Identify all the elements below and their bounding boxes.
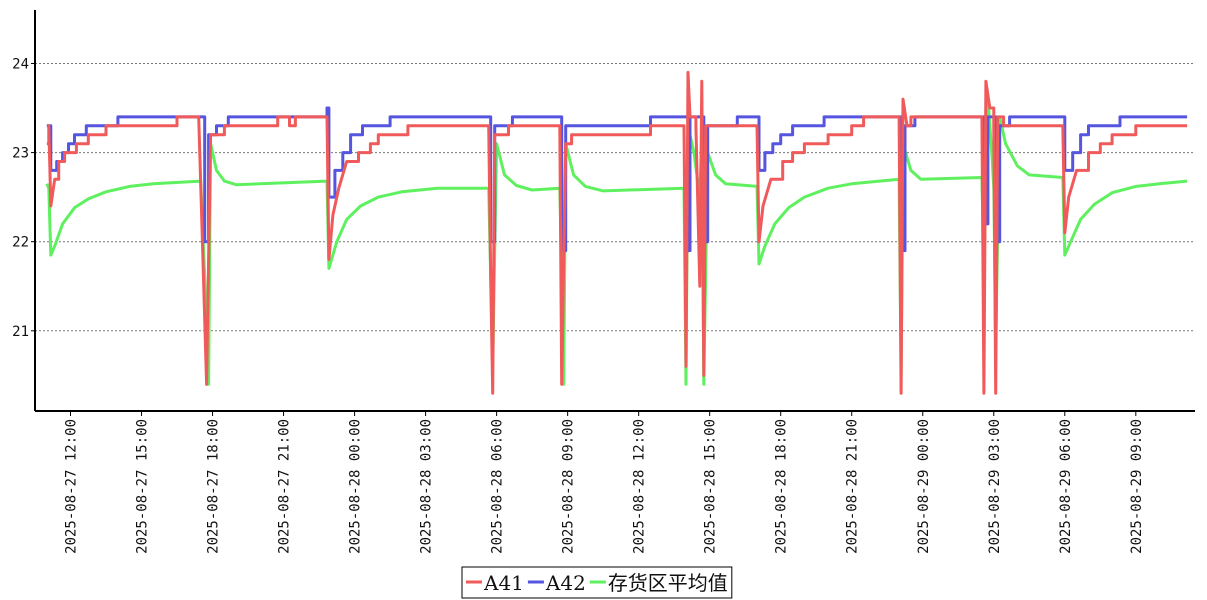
legend: A41 A42 存货区平均值 [461,566,733,599]
x-tick-label: 2025-08-29 03:00 [987,419,1003,554]
series-line-A41 [46,70,1188,395]
series-line-A42 [46,106,1188,253]
x-tick-label: 2025-08-29 00:00 [916,419,932,554]
series-lines [45,70,1188,395]
y-tick-label: 22 [12,235,29,251]
x-tick-label: 2025-08-27 18:00 [206,419,222,554]
x-tick-label: 2025-08-28 00:00 [348,419,364,554]
y-tick-label: 23 [12,146,29,162]
x-tick-label: 2025-08-29 06:00 [1058,419,1074,554]
legend-label: A41 [483,571,524,595]
legend-label: A42 [545,571,586,595]
x-tick-label: 2025-08-28 12:00 [632,419,648,554]
x-tick-label: 2025-08-28 03:00 [419,419,435,554]
x-tick-label: 2025-08-27 15:00 [135,419,151,554]
x-tick-label: 2025-08-28 21:00 [845,419,861,554]
y-tick-label: 24 [12,56,29,72]
x-tick-label: 2025-08-28 09:00 [561,419,577,554]
x-tick-label: 2025-08-27 21:00 [277,419,293,554]
x-tick-labels: 2025-08-27 12:00 2025-08-27 15:00 2025-08-… [64,411,1145,554]
x-tick-label: 2025-08-29 09:00 [1129,419,1145,554]
y-tick-labels: 21 22 23 24 [12,56,35,340]
x-tick-label: 2025-08-28 06:00 [490,419,506,554]
legend-label: 存货区平均值 [608,571,728,595]
y-tick-label: 21 [12,324,29,340]
x-tick-label: 2025-08-27 12:00 [64,419,80,554]
x-tick-label: 2025-08-28 18:00 [774,419,790,554]
y-gridlines [35,62,1195,332]
x-tick-label: 2025-08-28 15:00 [703,419,719,554]
